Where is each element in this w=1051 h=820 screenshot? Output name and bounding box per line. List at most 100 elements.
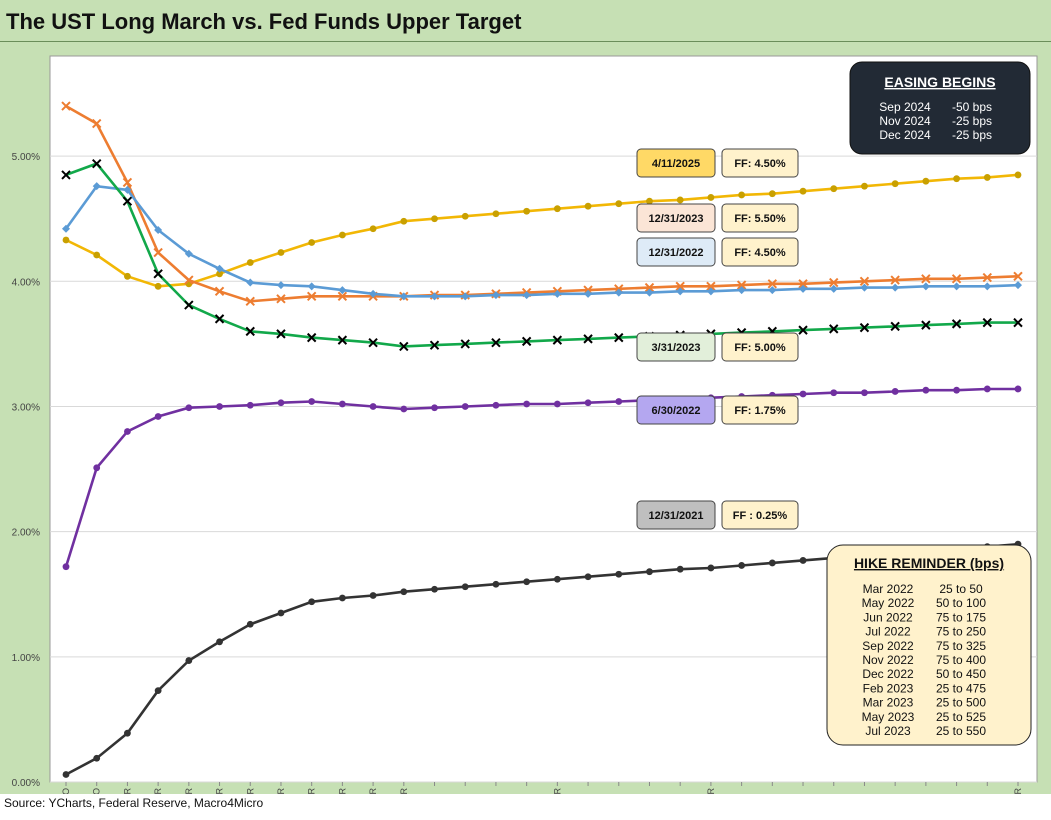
data-point xyxy=(431,404,438,412)
data-point xyxy=(614,288,623,297)
data-point xyxy=(798,325,808,335)
data-point xyxy=(338,400,346,408)
data-point xyxy=(400,405,408,413)
data-point xyxy=(246,259,254,266)
series-line xyxy=(65,104,1019,303)
label-s2023m: 3/31/2023 FF: 5.00% xyxy=(636,332,799,362)
data-point xyxy=(277,249,285,256)
data-point xyxy=(276,281,285,290)
data-point xyxy=(1014,281,1022,290)
hike-date: Jul 2023 xyxy=(865,724,911,738)
hike-date: Mar 2022 xyxy=(863,582,914,596)
chart-frame: 0.00% 1.00% 2.00% 3.00% 4.00% 5.00% 3MO 6MO 1YR… xyxy=(0,42,1051,811)
data-point xyxy=(245,326,255,337)
title-bar: The UST Long March vs. Fed Funds Upper T… xyxy=(0,0,1051,42)
data-point xyxy=(614,332,624,343)
hike-date: Jun 2022 xyxy=(863,610,913,624)
data-point xyxy=(154,225,163,234)
data-point xyxy=(492,401,500,409)
data-point xyxy=(675,281,685,292)
data-point xyxy=(399,341,409,352)
data-point xyxy=(184,249,193,258)
label-s2021: 12/31/2021 FF : 0.25% xyxy=(636,500,799,530)
data-point xyxy=(615,570,623,578)
data-point xyxy=(860,283,869,292)
data-point xyxy=(491,291,500,300)
data-point xyxy=(62,771,70,778)
data-point xyxy=(491,337,501,348)
hike-date: Feb 2023 xyxy=(863,681,914,695)
data-point xyxy=(1014,385,1022,393)
data-point xyxy=(369,403,377,410)
data-point xyxy=(184,300,194,310)
data-point xyxy=(707,564,715,572)
data-point xyxy=(184,275,194,285)
fed-funds-label: FF : 0.25% xyxy=(733,510,788,522)
data-point xyxy=(246,401,254,409)
fed-funds-label: FF: 4.50% xyxy=(734,158,786,170)
hike-title: HIKE REMINDER (bps) xyxy=(854,555,1004,571)
data-point xyxy=(62,236,70,244)
data-point xyxy=(553,205,561,213)
data-point xyxy=(461,292,470,301)
data-point xyxy=(369,225,377,233)
hike-range: 25 to 525 xyxy=(936,710,986,724)
data-point xyxy=(983,282,992,291)
data-point xyxy=(953,175,960,183)
data-point xyxy=(583,334,593,344)
data-point xyxy=(646,568,653,576)
hike-date: Nov 2022 xyxy=(862,653,914,667)
hike-range: 75 to 325 xyxy=(936,639,986,653)
label-s2025: 4/11/2025 FF: 4.50% xyxy=(636,148,799,178)
data-point xyxy=(521,336,532,347)
data-point xyxy=(645,288,654,297)
data-point xyxy=(368,337,378,348)
data-point xyxy=(461,403,469,410)
data-point xyxy=(890,275,900,285)
data-point xyxy=(429,340,440,350)
data-point xyxy=(891,388,899,395)
hike-date: Jul 2022 xyxy=(865,625,911,639)
data-point xyxy=(768,286,777,295)
series-s2022 xyxy=(62,182,1022,301)
easing-bps: -25 bps xyxy=(952,114,992,128)
data-point xyxy=(61,101,71,111)
y-tick-label: 2.00% xyxy=(12,528,40,539)
data-point xyxy=(676,565,684,573)
data-point xyxy=(768,559,776,567)
data-point xyxy=(829,284,838,293)
easing-date: Sep 2024 xyxy=(879,100,931,114)
fed-funds-label: FF: 1.75% xyxy=(734,405,786,417)
data-point xyxy=(952,282,961,291)
data-point xyxy=(951,319,962,329)
y-axis: 0.00% 1.00% 2.00% 3.00% 4.00% 5.00% xyxy=(12,152,40,789)
data-point xyxy=(891,180,899,188)
hike-range: 25 to 500 xyxy=(936,696,986,710)
series-date-label: 4/11/2025 xyxy=(652,158,700,170)
data-point xyxy=(93,251,101,259)
data-point xyxy=(308,398,316,405)
data-point xyxy=(553,400,561,408)
x-tick-label: 4YR xyxy=(215,788,225,794)
data-point xyxy=(214,314,225,324)
data-point xyxy=(953,386,960,394)
label-s2022j: 6/30/2022 FF: 1.75% xyxy=(636,395,799,425)
data-point xyxy=(738,562,746,569)
x-tick-label: 9YR xyxy=(368,788,378,794)
y-tick-label: 3.00% xyxy=(12,402,40,413)
series-labels: 4/11/2025 FF: 4.50%12/31/2023 FF: 5.50%12/… xyxy=(636,148,799,530)
series-date-label: 3/31/2023 xyxy=(652,342,701,354)
hike-range: 25 to 475 xyxy=(936,681,986,695)
hike-range: 25 to 550 xyxy=(936,724,986,738)
x-axis: 3MO 6MO 1YR 2YR 3YR 4YR 5YR 6YR 7YR 8YR 9YR 10YR 15Y… xyxy=(61,782,1023,811)
data-point xyxy=(676,196,684,204)
data-point xyxy=(982,317,992,328)
y-tick-label: 5.00% xyxy=(12,152,40,163)
data-point xyxy=(337,335,348,345)
y-tick-label: 1.00% xyxy=(12,653,40,664)
data-point xyxy=(799,187,807,195)
data-point xyxy=(124,272,131,280)
hike-date: May 2023 xyxy=(862,710,915,724)
data-point xyxy=(584,202,592,210)
x-tick-label: 8YR xyxy=(337,788,347,794)
